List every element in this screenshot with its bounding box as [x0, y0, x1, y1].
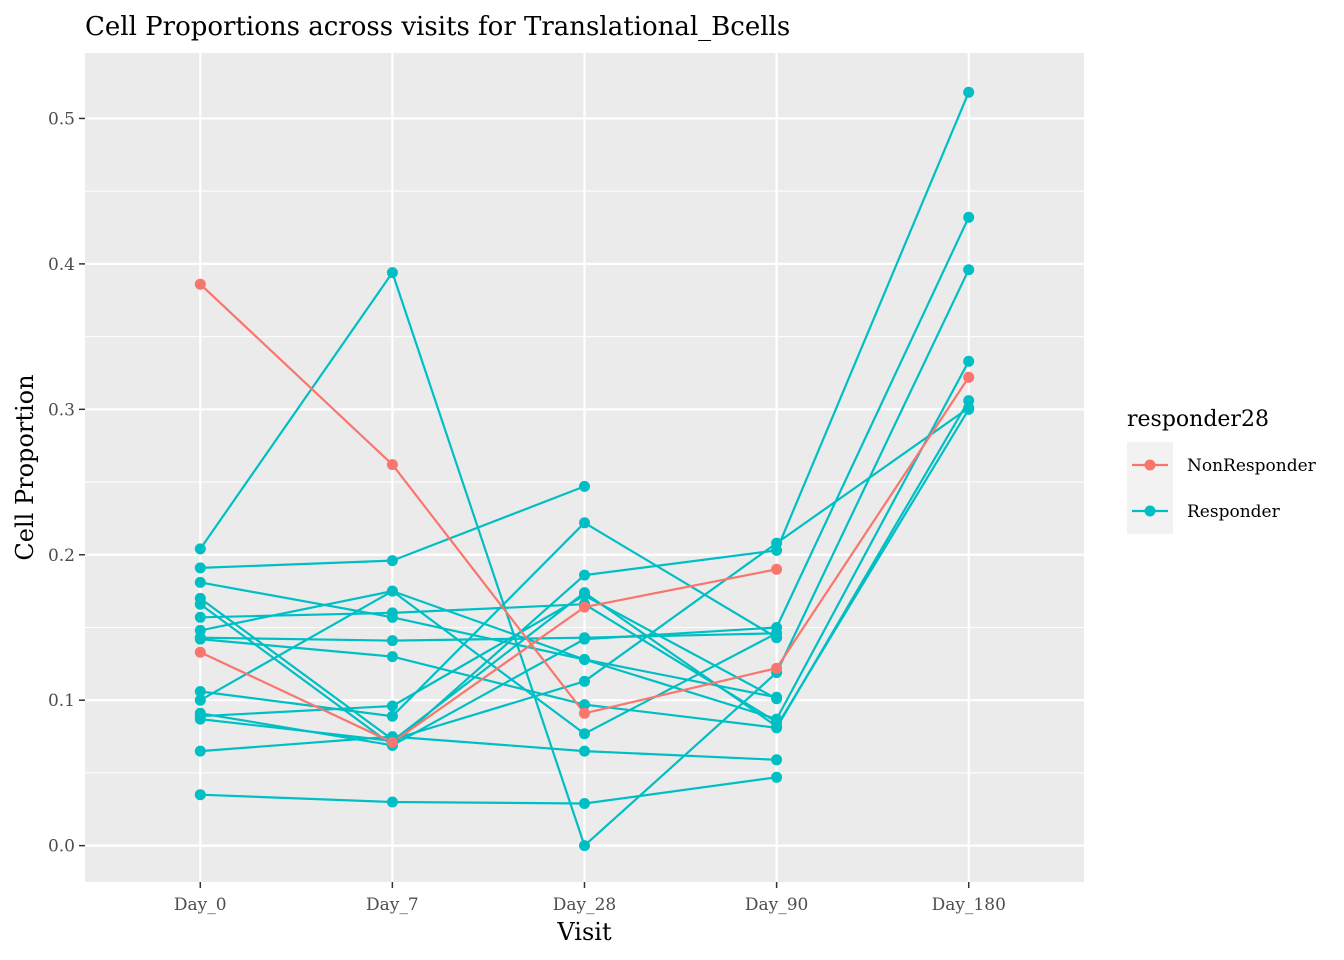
y-tick-label: 0.1 [48, 691, 75, 711]
data-point-responder [579, 840, 590, 852]
data-point-responder [579, 569, 590, 581]
data-point-responder [771, 720, 783, 732]
x-tick-label: Day_90 [745, 895, 809, 915]
x-tick-label: Day_7 [366, 895, 419, 915]
x-tick-label: Day_28 [553, 895, 617, 915]
y-tick-label: 0.2 [48, 546, 75, 566]
legend: responder28 NonResponder Responder [1127, 407, 1317, 534]
series-line-responder [200, 603, 778, 723]
y-tick-label: 0.0 [48, 837, 75, 857]
data-point-nonresponder [963, 371, 975, 383]
series-line-responder [200, 594, 778, 718]
data-point-responder [579, 699, 590, 711]
data-point-responder [771, 771, 783, 783]
data-point-responder [579, 480, 590, 492]
data-point-responder [386, 700, 398, 712]
data-point-responder [194, 611, 206, 623]
series-line-responder [200, 735, 777, 761]
data-point-responder [579, 728, 590, 740]
data-point-responder [194, 694, 206, 706]
data-point-responder [194, 789, 206, 801]
data-point-responder [194, 562, 206, 574]
x-axis: Day_0 Day_7 Day_28 Day_90 Day_180 [174, 882, 1006, 915]
data-point-nonresponder [194, 278, 206, 290]
data-point-responder [386, 635, 398, 647]
x-tick-label: Day_0 [174, 895, 227, 915]
data-point-responder [194, 543, 206, 555]
data-point-responder [771, 632, 783, 644]
data-point-responder [579, 798, 590, 809]
data-point-responder [579, 517, 590, 529]
x-tick-label: Day_180 [932, 895, 1006, 915]
data-point-responder [963, 355, 975, 367]
data-point-responder [579, 675, 590, 687]
data-point-nonresponder [194, 646, 206, 658]
data-point-responder [579, 654, 590, 665]
data-point-responder [386, 651, 398, 663]
data-point-nonresponder [771, 662, 783, 674]
data-point-responder [963, 395, 975, 407]
data-point-responder [771, 754, 783, 766]
y-tick-label: 0.5 [48, 109, 75, 129]
series-line-responder [200, 776, 777, 805]
series-line-responder [199, 589, 777, 702]
data-point-responder [386, 555, 398, 567]
data-point-responder [194, 745, 206, 757]
data-point-nonresponder [386, 736, 398, 748]
data-point-responder [194, 686, 206, 697]
data-point-responder [386, 267, 398, 279]
x-axis-title: Visit [556, 918, 612, 946]
data-point-responder [386, 710, 398, 722]
data-point-responder [771, 693, 783, 705]
series-line-responder [200, 632, 777, 642]
series-points [194, 86, 975, 852]
data-point-nonresponder [579, 601, 590, 613]
series-line-nonresponder [199, 568, 777, 744]
legend-label-nonresponder: NonResponder [1187, 456, 1317, 476]
series-line-responder [200, 589, 778, 735]
data-point-responder [963, 264, 975, 276]
data-point-responder [771, 544, 783, 556]
legend-key-point-responder [1144, 505, 1156, 517]
data-point-responder [194, 576, 206, 588]
data-point-responder [963, 403, 975, 415]
data-point-responder [386, 607, 398, 619]
data-point-nonresponder [386, 459, 398, 471]
data-point-responder [579, 745, 590, 757]
data-point-responder [579, 632, 590, 644]
data-point-responder [386, 796, 398, 808]
legend-title: responder28 [1127, 407, 1269, 432]
legend-label-responder: Responder [1187, 502, 1281, 522]
data-point-responder [386, 585, 398, 597]
data-point-responder [194, 598, 206, 610]
data-point-responder [579, 587, 590, 599]
data-point-responder [194, 713, 206, 725]
y-axis: 0.0 0.1 0.2 0.3 0.4 0.5 [48, 109, 85, 857]
data-point-nonresponder [579, 707, 590, 719]
legend-key-point-nonresponder [1144, 459, 1156, 471]
data-point-nonresponder [771, 563, 783, 575]
grid-major [85, 53, 1084, 882]
data-point-responder [963, 86, 975, 98]
data-point-responder [194, 633, 206, 645]
data-point-responder [963, 211, 975, 223]
chart-title: Cell Proportions across visits for Trans… [85, 12, 790, 42]
y-tick-label: 0.4 [48, 255, 75, 275]
y-tick-label: 0.3 [48, 400, 75, 420]
y-axis-title: Cell Proportion [11, 374, 39, 560]
series-line-responder [200, 521, 778, 718]
